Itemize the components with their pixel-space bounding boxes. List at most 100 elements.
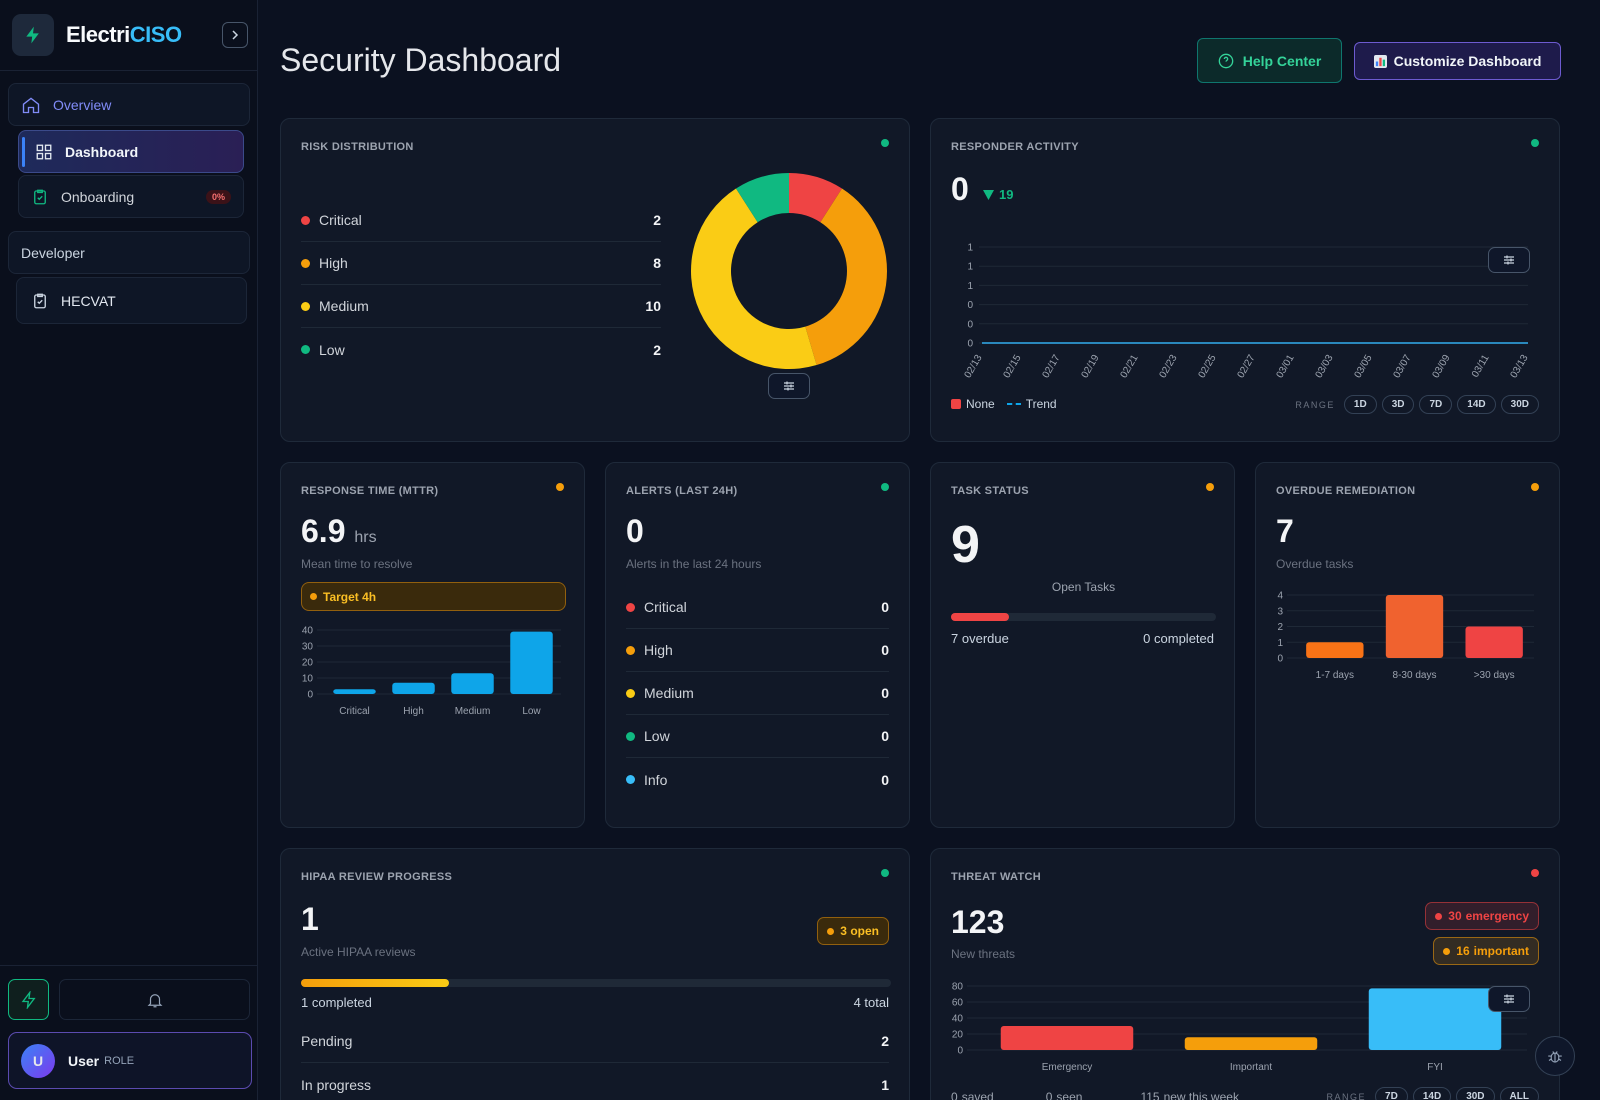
legend-dot bbox=[301, 345, 310, 354]
filter-button[interactable] bbox=[1488, 247, 1530, 273]
legend-row: Low 2 bbox=[301, 328, 661, 371]
help-button[interactable]: Help Center bbox=[1197, 38, 1342, 83]
brand-prefix: Electri bbox=[66, 22, 130, 47]
alert-dot bbox=[626, 602, 635, 612]
caption: Overdue tasks bbox=[1276, 557, 1354, 571]
alerts-card: ALERTS (LAST 24H) 0 Alerts in the last 2… bbox=[605, 462, 910, 828]
bar bbox=[1368, 988, 1502, 1050]
avatar: U bbox=[21, 1043, 55, 1078]
collapse-button[interactable] bbox=[222, 22, 248, 48]
x-tick-label: 03/07 bbox=[1392, 353, 1414, 381]
card-title: RESPONDER ACTIVITY bbox=[951, 141, 1079, 153]
y-tick-label: 20 bbox=[302, 658, 314, 669]
range-pill[interactable]: 30D bbox=[1500, 395, 1539, 414]
alert-value: 0 bbox=[881, 685, 889, 701]
review-value: 2 bbox=[881, 1033, 889, 1049]
line-chart: 0 0 0 1 1 1 02/13 02/15 02/17 02/19 02/21 02/23 02/2… bbox=[963, 243, 1531, 381]
x-tick-label: 02/13 bbox=[963, 353, 985, 381]
range-pill[interactable]: 7D bbox=[1375, 1087, 1408, 1100]
range-label: RANGE bbox=[1295, 399, 1335, 410]
completed-count: 0 completed bbox=[1143, 631, 1214, 646]
responder-card: RESPONDER ACTIVITY 0 19 0 0 0 1 1 1 02/13 02/15… bbox=[930, 118, 1560, 442]
range-pill[interactable]: 14D bbox=[1457, 395, 1496, 414]
threat-footer: 0 saved 0 seen 115 new this week RANGE 7D 14D 30D… bbox=[951, 1087, 1539, 1100]
x-tick-label: FYI bbox=[1427, 1062, 1443, 1073]
nav-item-active[interactable]: Dashboard bbox=[18, 130, 244, 173]
y-tick-label: 0 bbox=[1277, 654, 1283, 665]
legend-label: High bbox=[319, 255, 348, 271]
metric-number: 6.9 bbox=[301, 513, 346, 549]
status-dot bbox=[1206, 483, 1214, 491]
legend-swatch bbox=[951, 399, 961, 409]
legend-row: High 8 bbox=[301, 242, 661, 285]
user-card[interactable]: U User ROLE bbox=[8, 1032, 252, 1089]
alert-label: Critical bbox=[644, 599, 687, 615]
footer-stat: 0 seen bbox=[1046, 1090, 1083, 1100]
donut-segment bbox=[805, 188, 887, 366]
metric-value: 123 bbox=[951, 904, 1005, 940]
y-tick-label: 0 bbox=[967, 339, 973, 350]
range-pill[interactable]: 30D bbox=[1456, 1087, 1495, 1100]
range-pill[interactable]: 3D bbox=[1381, 395, 1415, 414]
filter-button[interactable] bbox=[768, 373, 810, 399]
range-pill[interactable]: 1D bbox=[1343, 395, 1377, 414]
nav-group[interactable]: Overview bbox=[8, 83, 250, 126]
user-name: User bbox=[68, 1052, 100, 1069]
overdue-count: 7 overdue bbox=[951, 631, 1009, 646]
y-tick-label: 80 bbox=[952, 982, 964, 993]
status-dot bbox=[1531, 483, 1539, 491]
debug-button[interactable] bbox=[1535, 1036, 1575, 1076]
alert-dot bbox=[626, 645, 635, 655]
range-pill[interactable]: 7D bbox=[1419, 395, 1453, 414]
nav-item[interactable]: HECVAT bbox=[16, 277, 247, 324]
bar bbox=[451, 673, 494, 694]
help-label: Help Center bbox=[1242, 52, 1322, 69]
x-tick-label: Critical bbox=[339, 706, 370, 717]
customize-button[interactable]: Customize Dashboard bbox=[1354, 42, 1561, 80]
legend-value: 2 bbox=[653, 341, 661, 358]
notifications-button[interactable] bbox=[59, 979, 250, 1020]
range-pill[interactable]: 14D bbox=[1412, 1087, 1452, 1100]
card-title: ALERTS (LAST 24H) bbox=[626, 485, 738, 497]
caption: New threats bbox=[951, 947, 1016, 961]
caption: Active HIPAA reviews bbox=[301, 945, 416, 959]
filter-button[interactable] bbox=[1488, 986, 1530, 1012]
threat-badge: 30 emergency bbox=[1425, 902, 1539, 930]
footer-number: 0 bbox=[1045, 1089, 1053, 1100]
task-card: TASK STATUS 9 Open Tasks 7 overdue 0 com… bbox=[930, 462, 1235, 828]
badge-dot bbox=[1443, 947, 1451, 955]
bar-chart: 0 1 2 3 4 1-7 days 8-30 days >30 days bbox=[1277, 591, 1534, 681]
x-tick-label: Emergency bbox=[1042, 1062, 1093, 1073]
nav-group-label: Overview bbox=[53, 96, 112, 113]
card-title: OVERDUE REMEDIATION bbox=[1276, 485, 1416, 497]
legend-dot bbox=[301, 215, 310, 225]
y-tick-label: 0 bbox=[967, 300, 973, 311]
y-tick-label: 4 bbox=[1277, 591, 1283, 602]
range-pill[interactable]: ALL bbox=[1499, 1087, 1539, 1100]
x-tick-label: 02/17 bbox=[1041, 353, 1063, 381]
x-tick-label: 03/03 bbox=[1314, 353, 1336, 381]
alert-value: 0 bbox=[881, 599, 889, 615]
status-dot bbox=[1531, 139, 1539, 147]
brand-suffix: CISO bbox=[129, 22, 182, 47]
footer-stat: 115 new this week bbox=[1140, 1090, 1239, 1100]
x-tick-label: Medium bbox=[455, 706, 491, 717]
badge-label: emergency bbox=[1465, 909, 1529, 923]
nav-group[interactable]: Developer bbox=[8, 231, 250, 274]
review-label: In progress bbox=[301, 1076, 372, 1093]
legend-item: Trend bbox=[1006, 397, 1057, 411]
quick-action-button[interactable] bbox=[8, 979, 49, 1020]
progress-fill bbox=[951, 613, 1010, 621]
legend-label: Low bbox=[319, 341, 345, 358]
range-label: RANGE bbox=[1326, 1091, 1367, 1100]
card-title: TASK STATUS bbox=[951, 485, 1029, 497]
nav-item-label: Onboarding bbox=[61, 188, 135, 205]
nav-item[interactable]: Onboarding 0% bbox=[18, 175, 244, 218]
alert-row: Info 0 bbox=[626, 758, 889, 801]
y-tick-label: 10 bbox=[302, 674, 314, 685]
target-pill: Target 4h bbox=[301, 582, 566, 611]
x-tick-label: 03/13 bbox=[1509, 353, 1531, 381]
bar bbox=[1306, 642, 1364, 658]
legend-row: Critical 2 bbox=[301, 199, 661, 242]
